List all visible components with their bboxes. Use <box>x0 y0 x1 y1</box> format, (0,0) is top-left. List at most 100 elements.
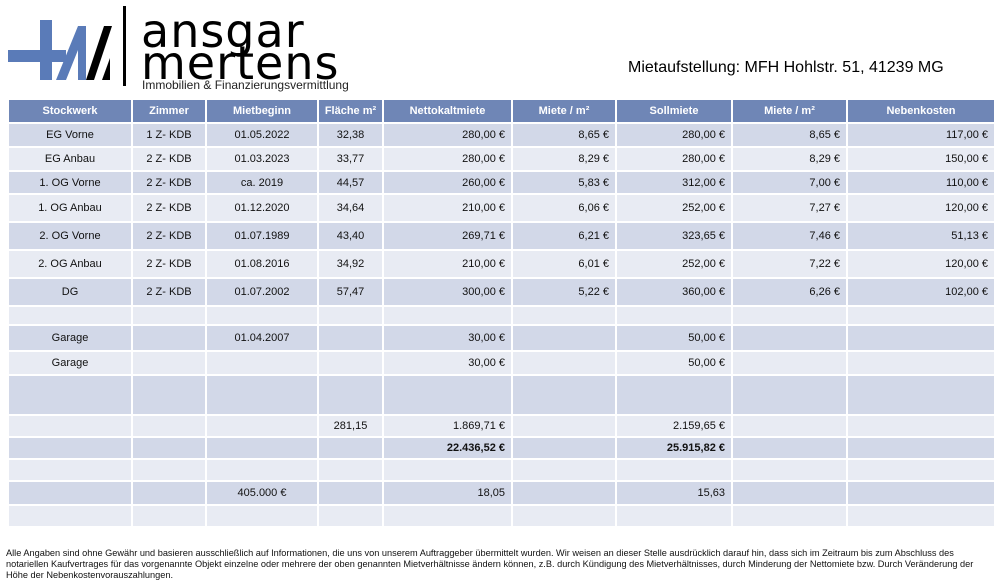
cell: Garage <box>9 352 131 374</box>
cell: 01.07.2002 <box>207 279 317 305</box>
cell: 7,00 € <box>733 172 846 193</box>
cell: EG Vorne <box>9 124 131 146</box>
table-header-row: Stockwerk Zimmer Mietbeginn Fläche m² Ne… <box>9 100 994 122</box>
table-row: EG Vorne 1 Z- KDB 01.05.2022 32,38 280,00 €8… <box>9 124 994 146</box>
cell: 260,00 € <box>384 172 511 193</box>
cell <box>133 307 205 324</box>
cell: 120,00 € <box>848 251 994 277</box>
cell <box>513 352 615 374</box>
cell <box>9 460 131 480</box>
cell <box>513 460 615 480</box>
cell <box>513 376 615 414</box>
cell: 01.07.1989 <box>207 223 317 249</box>
cell: Garage <box>9 326 131 350</box>
cell <box>133 352 205 374</box>
cell <box>733 460 846 480</box>
cell <box>133 438 205 458</box>
cell <box>733 352 846 374</box>
logo-mark-icon <box>8 6 126 86</box>
cell <box>384 376 511 414</box>
cell: ca. 2019 <box>207 172 317 193</box>
cell: 252,00 € <box>617 251 731 277</box>
table-row-annual: 22.436,52 € 25.915,82 € <box>9 438 994 458</box>
cell <box>319 376 382 414</box>
cell <box>513 307 615 324</box>
cell: 7,22 € <box>733 251 846 277</box>
table-row: Garage 01.04.2007 30,00 € 50,00 € <box>9 326 994 350</box>
cell <box>319 438 382 458</box>
cell <box>319 352 382 374</box>
header-mietbeginn: Mietbeginn <box>207 100 317 122</box>
header-stockwerk: Stockwerk <box>9 100 131 122</box>
cell <box>207 307 317 324</box>
annual-sollmiete: 25.915,82 € <box>617 438 731 458</box>
table-row: 1. OG Anbau 2 Z- KDB 01.12.2020 34,64 210,00… <box>9 195 994 221</box>
factor-ist: 18,05 <box>384 482 511 504</box>
cell: 44,57 <box>319 172 382 193</box>
cell: 2 Z- KDB <box>133 172 205 193</box>
brand-name-line1: ansgar <box>141 4 305 58</box>
cell: 01.04.2007 <box>207 326 317 350</box>
cell: 269,71 € <box>384 223 511 249</box>
cell: 360,00 € <box>617 279 731 305</box>
cell <box>513 438 615 458</box>
cell <box>733 376 846 414</box>
cell <box>848 482 994 504</box>
brand-subtitle: Immobilien & Finanzierungsvermittlung <box>142 78 349 92</box>
cell: 7,46 € <box>733 223 846 249</box>
table-row-totals: 281,15 1.869,71 € 2.159,65 € <box>9 416 994 436</box>
cell <box>207 352 317 374</box>
cell <box>133 326 205 350</box>
cell: 8,29 € <box>733 148 846 170</box>
cell <box>848 460 994 480</box>
cell <box>513 326 615 350</box>
cell <box>133 376 205 414</box>
cell <box>848 438 994 458</box>
cell: 102,00 € <box>848 279 994 305</box>
cell: 2 Z- KDB <box>133 279 205 305</box>
cell <box>207 460 317 480</box>
header-flaeche: Fläche m² <box>319 100 382 122</box>
cell <box>207 438 317 458</box>
cell: 30,00 € <box>384 326 511 350</box>
cell <box>133 482 205 504</box>
table-row: DG 2 Z- KDB 01.07.2002 57,47 300,00 €5,22 €3… <box>9 279 994 305</box>
total-nettokaltmiete: 1.869,71 € <box>384 416 511 436</box>
cell: 8,65 € <box>513 124 615 146</box>
cell: 50,00 € <box>617 326 731 350</box>
cell: 57,47 <box>319 279 382 305</box>
cell: 110,00 € <box>848 172 994 193</box>
cell: 323,65 € <box>617 223 731 249</box>
cell: 252,00 € <box>617 195 731 221</box>
cell <box>617 376 731 414</box>
cell: 5,22 € <box>513 279 615 305</box>
table-row-price: 405.000 € 18,05 15,63 <box>9 482 994 504</box>
cell <box>384 506 511 526</box>
cell: 6,26 € <box>733 279 846 305</box>
header-nettokaltmiete: Nettokaltmiete <box>384 100 511 122</box>
cell: 34,92 <box>319 251 382 277</box>
cell <box>9 416 131 436</box>
cell <box>617 460 731 480</box>
cell: 280,00 € <box>384 148 511 170</box>
cell: 01.03.2023 <box>207 148 317 170</box>
cell: 8,65 € <box>733 124 846 146</box>
table-row <box>9 307 994 324</box>
table-row: 2. OG Vorne 2 Z- KDB 01.07.1989 43,40 269,71… <box>9 223 994 249</box>
cell <box>848 326 994 350</box>
cell <box>9 506 131 526</box>
cell: 6,01 € <box>513 251 615 277</box>
cell: 2 Z- KDB <box>133 223 205 249</box>
cell: 6,21 € <box>513 223 615 249</box>
disclaimer: Alle Angaben sind ohne Gewähr und basier… <box>6 548 974 580</box>
cell: 150,00 € <box>848 148 994 170</box>
table-row <box>9 506 994 526</box>
cell: 51,13 € <box>848 223 994 249</box>
cell <box>207 416 317 436</box>
cell: 30,00 € <box>384 352 511 374</box>
cell <box>848 416 994 436</box>
cell <box>384 307 511 324</box>
cell <box>513 482 615 504</box>
cell: 210,00 € <box>384 251 511 277</box>
cell <box>319 506 382 526</box>
